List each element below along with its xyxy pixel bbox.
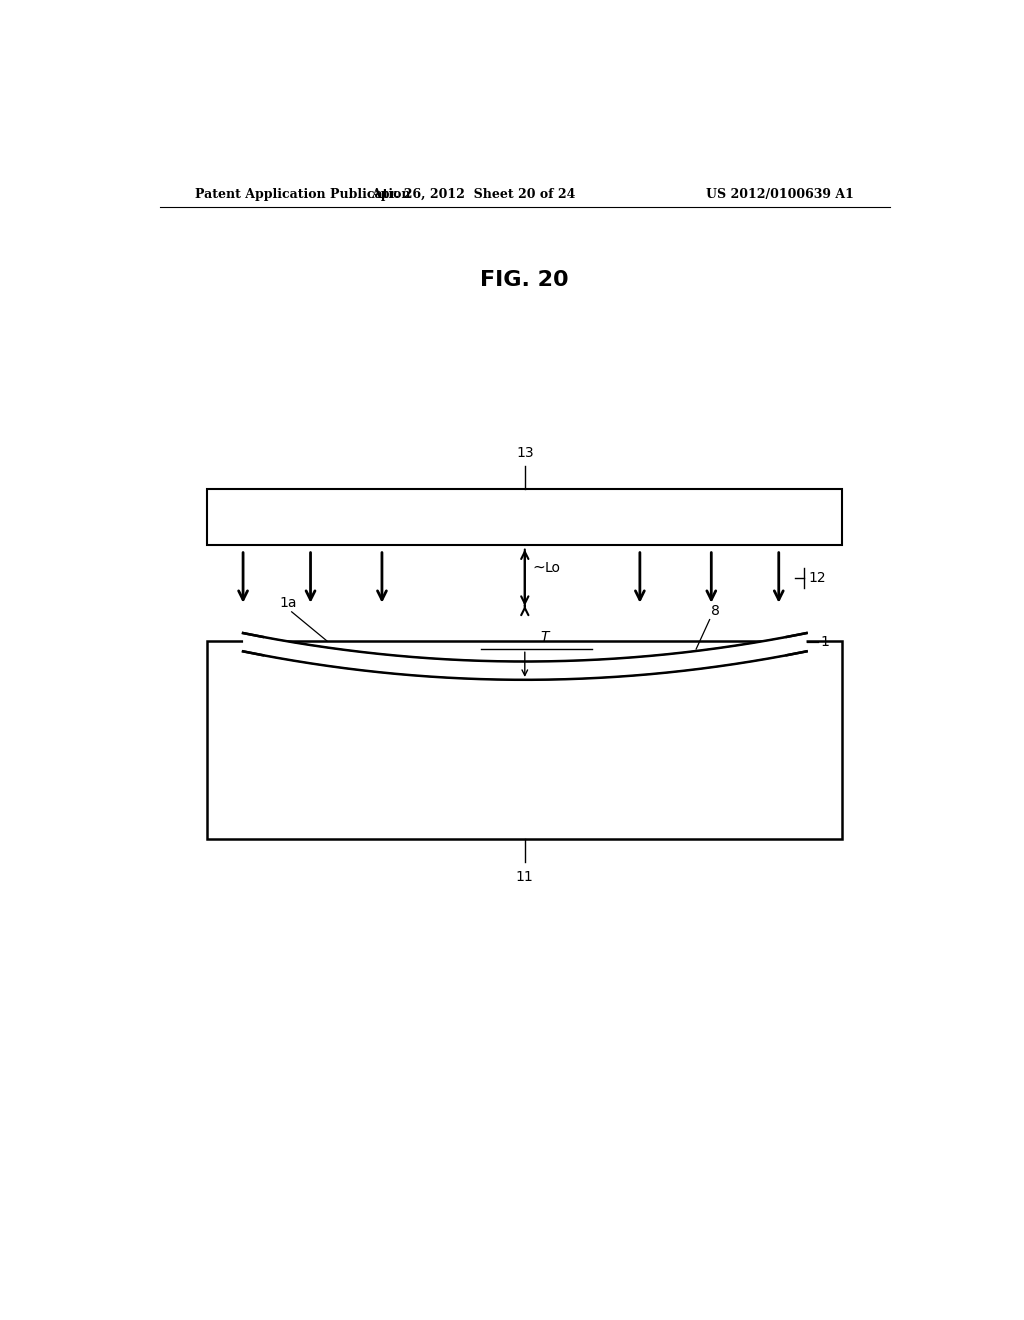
Text: Patent Application Publication: Patent Application Publication bbox=[196, 189, 411, 202]
Text: 12: 12 bbox=[809, 570, 826, 585]
Text: US 2012/0100639 A1: US 2012/0100639 A1 bbox=[707, 189, 854, 202]
Text: 11: 11 bbox=[516, 870, 534, 884]
Text: 1a: 1a bbox=[279, 595, 297, 610]
Text: Lo: Lo bbox=[545, 561, 561, 574]
Text: ~: ~ bbox=[532, 560, 546, 576]
Text: Apr. 26, 2012  Sheet 20 of 24: Apr. 26, 2012 Sheet 20 of 24 bbox=[371, 189, 575, 202]
Text: 1: 1 bbox=[821, 635, 829, 649]
Text: T: T bbox=[541, 630, 549, 644]
Bar bbox=[207, 642, 843, 840]
Bar bbox=[207, 488, 843, 545]
Text: FIG. 20: FIG. 20 bbox=[480, 271, 569, 290]
Text: 13: 13 bbox=[516, 446, 534, 461]
Text: 8: 8 bbox=[712, 603, 720, 618]
Polygon shape bbox=[243, 634, 807, 680]
